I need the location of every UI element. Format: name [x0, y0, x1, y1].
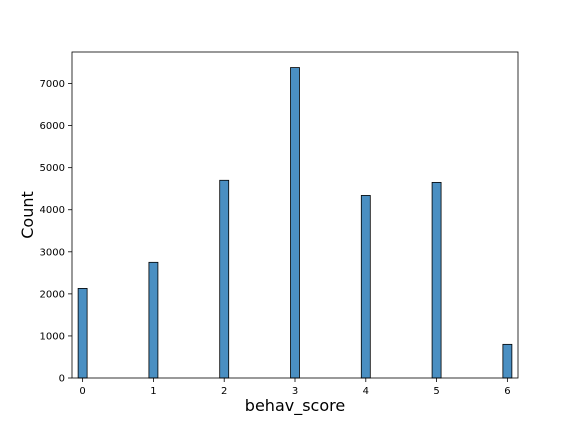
bars-layer [77, 67, 513, 379]
x-tick-label: 3 [292, 386, 298, 397]
x-axis-label: behav_score [245, 396, 345, 416]
x-tick-label: 2 [221, 386, 227, 397]
x-tick-label: 6 [504, 386, 510, 397]
x-tick-label: 5 [433, 386, 439, 397]
y-tick-label: 1000 [40, 331, 65, 342]
x-tick-label: 0 [79, 386, 85, 397]
histogram-bar [219, 179, 230, 379]
y-tick-label: 4000 [40, 205, 65, 216]
y-tick-label: 5000 [40, 163, 65, 174]
y-tick-label: 2000 [40, 289, 65, 300]
y-axis-ticks: 0 1000 2000 3000 4000 5000 6000 7000 [40, 79, 72, 385]
x-tick-label: 4 [363, 386, 369, 397]
histogram-bar [290, 67, 300, 379]
histogram-bar [77, 288, 88, 379]
y-axis-label: Count [18, 191, 37, 239]
y-tick-label: 6000 [40, 121, 65, 132]
y-tick-label: 3000 [40, 247, 65, 258]
x-tick-label: 1 [150, 386, 156, 397]
histogram-bar [360, 195, 371, 379]
plot-frame [71, 51, 519, 379]
y-tick-label: 0 [59, 374, 65, 385]
histogram-bar [148, 261, 159, 379]
histogram-bar [431, 181, 442, 379]
x-axis-ticks: 0 1 2 3 4 5 6 [79, 378, 511, 397]
y-tick-label: 7000 [40, 79, 65, 90]
histogram-bar [502, 343, 513, 379]
